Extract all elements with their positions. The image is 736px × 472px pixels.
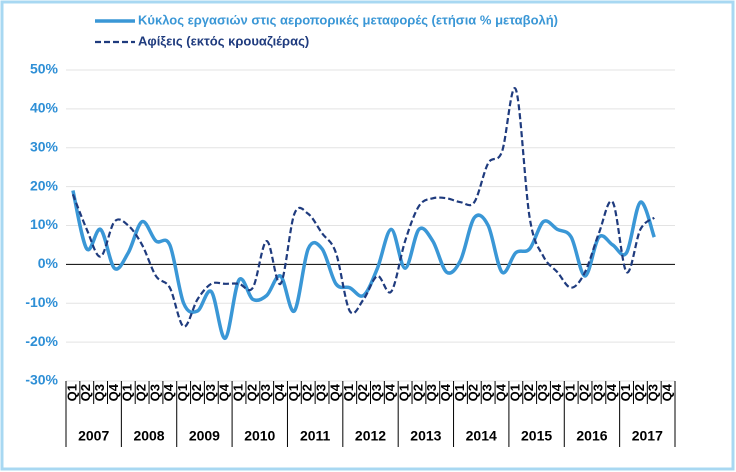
x-tick-label: Q2 (576, 384, 591, 401)
x-tick-label: Q2 (244, 384, 259, 401)
x-tick-label: Q2 (189, 384, 204, 401)
x-tick-label: Q1 (397, 384, 412, 401)
x-tick-label: Q3 (92, 384, 107, 401)
x-tick-label: Q1 (120, 384, 135, 401)
x-tick-label: Q2 (355, 384, 370, 401)
x-tick-label: Q3 (535, 384, 550, 401)
x-tick-label: Q2 (300, 384, 315, 401)
x-tick-label: Q4 (327, 383, 342, 401)
x-tick-label: Q4 (106, 383, 121, 401)
legend-label: Κύκλος εργασιών στις αεροπορικές μεταφορ… (138, 12, 558, 27)
x-tick-label: Q3 (646, 384, 661, 401)
x-tick-label: Q4 (272, 383, 287, 401)
y-tick-label: 20% (30, 177, 59, 193)
y-tick-label: 0% (38, 255, 59, 271)
y-tick-label: -20% (25, 333, 58, 349)
y-tick-label: 40% (30, 100, 59, 116)
x-tick-label: Q2 (632, 384, 647, 401)
x-tick-label: Q4 (604, 383, 619, 401)
x-tick-label: Q3 (590, 384, 605, 401)
y-tick-label: 10% (30, 216, 59, 232)
series-line (71, 87, 655, 328)
x-tick-label: Q3 (480, 384, 495, 401)
group-label: 2014 (466, 428, 497, 444)
x-tick-label: Q1 (341, 384, 356, 401)
group-label: 2013 (410, 428, 441, 444)
group-label: 2017 (632, 428, 663, 444)
series-line (71, 190, 656, 340)
group-label: 2016 (576, 428, 607, 444)
x-tick-label: Q1 (175, 384, 190, 401)
x-tick-label: Q1 (286, 384, 301, 401)
x-tick-label: Q1 (230, 384, 245, 401)
x-tick-label: Q4 (549, 383, 564, 401)
x-tick-label: Q4 (383, 383, 398, 401)
x-tick-label: Q2 (134, 384, 149, 401)
y-tick-label: 50% (30, 61, 59, 77)
x-tick-label: Q3 (258, 384, 273, 401)
x-tick-label: Q3 (313, 384, 328, 401)
x-tick-label: Q1 (452, 384, 467, 401)
group-label: 2009 (189, 428, 220, 444)
legend-label: Αφίξεις (εκτός κρουαζιέρας) (138, 33, 309, 48)
group-label: 2015 (521, 428, 552, 444)
group-label: 2011 (300, 428, 331, 444)
x-tick-label: Q2 (521, 384, 536, 401)
y-tick-label: -10% (25, 294, 58, 310)
group-label: 2008 (133, 428, 164, 444)
x-tick-label: Q1 (64, 384, 79, 401)
group-label: 2012 (355, 428, 386, 444)
y-tick-label: -30% (25, 372, 58, 388)
x-tick-label: Q4 (161, 383, 176, 401)
x-tick-label: Q4 (217, 383, 232, 401)
x-tick-label: Q2 (78, 384, 93, 401)
x-tick-label: Q2 (466, 384, 481, 401)
x-tick-label: Q3 (147, 384, 162, 401)
x-tick-label: Q2 (410, 384, 425, 401)
x-tick-label: Q4 (493, 383, 508, 401)
x-tick-label: Q4 (660, 383, 675, 401)
x-tick-label: Q3 (424, 384, 439, 401)
x-tick-label: Q4 (438, 383, 453, 401)
group-label: 2010 (244, 428, 275, 444)
x-tick-label: Q3 (369, 384, 384, 401)
y-tick-label: 30% (30, 138, 59, 154)
x-tick-label: Q1 (618, 384, 633, 401)
x-tick-label: Q3 (203, 384, 218, 401)
x-tick-label: Q1 (563, 384, 578, 401)
x-tick-label: Q1 (507, 384, 522, 401)
group-label: 2007 (78, 428, 109, 444)
